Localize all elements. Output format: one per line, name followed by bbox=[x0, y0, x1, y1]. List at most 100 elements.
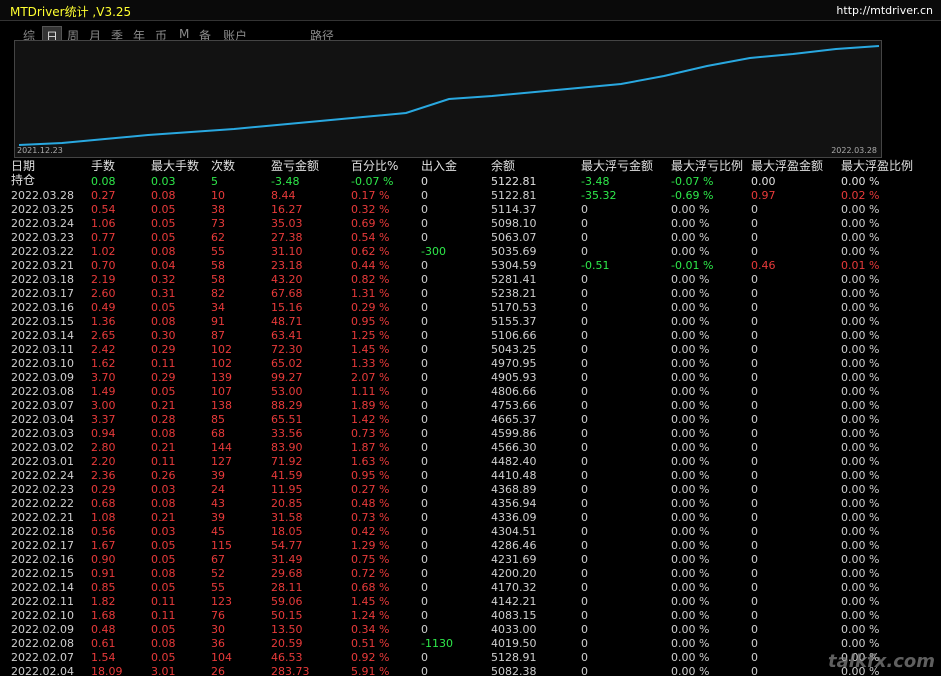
table-cell: 0 bbox=[751, 231, 758, 244]
table-cell: 0.00 % bbox=[841, 441, 880, 454]
title-bar: MTDriver统计 ,V3.25 http://mtdriver.cn bbox=[0, 0, 941, 21]
table-cell: 0.11 bbox=[151, 357, 176, 370]
table-cell: 0.00 % bbox=[841, 455, 880, 468]
table-cell: 0.08 bbox=[151, 567, 176, 580]
table-cell: 39 bbox=[211, 511, 225, 524]
table-cell: 2.19 bbox=[91, 273, 116, 286]
table-cell: 73 bbox=[211, 217, 225, 230]
holding-cell: 5122.81 bbox=[491, 175, 537, 188]
table-cell: 0.08 bbox=[151, 245, 176, 258]
table-cell: 0.90 bbox=[91, 553, 116, 566]
table-cell: 0.00 % bbox=[671, 245, 710, 258]
table-cell: 0 bbox=[581, 399, 588, 412]
holding-cell: 0 bbox=[421, 175, 428, 188]
table-cell: 5063.07 bbox=[491, 231, 537, 244]
table-cell: 2022.03.11 bbox=[11, 343, 74, 356]
table-cell: 5106.66 bbox=[491, 329, 537, 342]
table-cell: 0.05 bbox=[151, 623, 176, 636]
table-cell: 0.05 bbox=[151, 301, 176, 314]
table-cell: 0 bbox=[421, 469, 428, 482]
table-cell: 0.00 % bbox=[671, 637, 710, 650]
table-cell: 0.00 % bbox=[671, 413, 710, 426]
table-cell: 0 bbox=[581, 231, 588, 244]
tab[interactable]: 路径 bbox=[310, 29, 335, 43]
table-cell: 0.95 % bbox=[351, 315, 390, 328]
tab[interactable]: 综 bbox=[23, 29, 36, 43]
table-cell: 0.00 % bbox=[671, 483, 710, 496]
tab[interactable]: 账户 bbox=[223, 29, 248, 43]
table-cell: 0.00 % bbox=[671, 371, 710, 384]
table-cell: 0 bbox=[751, 357, 758, 370]
table-cell: 1.62 bbox=[91, 357, 116, 370]
end-date: 2022.03.28 bbox=[831, 146, 877, 155]
table-cell: 0 bbox=[751, 553, 758, 566]
table-cell: 0 bbox=[751, 413, 758, 426]
table-cell: 0.00 % bbox=[671, 385, 710, 398]
table-cell: 1.42 % bbox=[351, 413, 390, 426]
table-cell: 4200.20 bbox=[491, 567, 537, 580]
table-cell: 2022.03.01 bbox=[11, 455, 74, 468]
table-cell: 1.67 bbox=[91, 539, 116, 552]
table-cell: 0 bbox=[581, 511, 588, 524]
tab[interactable]: M bbox=[179, 27, 190, 41]
column-header: 盈亏金额 bbox=[271, 159, 320, 173]
table-cell: 0.00 % bbox=[671, 511, 710, 524]
table-cell: 52 bbox=[211, 567, 225, 580]
tab[interactable]: 备 bbox=[199, 29, 212, 43]
table-cell: 0.08 bbox=[151, 637, 176, 650]
table-cell: 0.62 % bbox=[351, 245, 390, 258]
tab[interactable]: 币 bbox=[155, 29, 168, 43]
table-cell: 0.30 bbox=[151, 329, 176, 342]
table-cell: 18.09 bbox=[91, 665, 123, 676]
table-cell: 0 bbox=[581, 469, 588, 482]
table-cell: 0 bbox=[581, 609, 588, 622]
table-cell: 0.27 % bbox=[351, 483, 390, 496]
table-cell: 15.16 bbox=[271, 301, 303, 314]
table-cell: 3.70 bbox=[91, 371, 116, 384]
tab[interactable]: 月 bbox=[89, 29, 102, 43]
table-cell: 0.21 bbox=[151, 441, 176, 454]
table-cell: 4142.21 bbox=[491, 595, 537, 608]
table-cell: 0.00 % bbox=[841, 539, 880, 552]
table-cell: 2.60 bbox=[91, 287, 116, 300]
table-cell: 0 bbox=[751, 343, 758, 356]
table-cell: 0 bbox=[421, 371, 428, 384]
table-cell: 67 bbox=[211, 553, 225, 566]
table-cell: 0.00 % bbox=[671, 217, 710, 230]
table-cell: 0 bbox=[751, 301, 758, 314]
table-cell: -1130 bbox=[421, 637, 453, 650]
tab[interactable]: 周 bbox=[67, 29, 80, 43]
table-cell: 2.36 bbox=[91, 469, 116, 482]
table-cell: 0.00 % bbox=[841, 385, 880, 398]
table-cell: 1.11 % bbox=[351, 385, 390, 398]
table-cell: 20.59 bbox=[271, 637, 303, 650]
tab[interactable]: 年 bbox=[133, 29, 146, 43]
table-cell: 1.31 % bbox=[351, 287, 390, 300]
table-cell: 5128.91 bbox=[491, 651, 537, 664]
table-cell: 0 bbox=[421, 189, 428, 202]
table-cell: 0.01 % bbox=[841, 259, 880, 272]
table-cell: 1.33 % bbox=[351, 357, 390, 370]
table-cell: 0.04 bbox=[151, 259, 176, 272]
column-header: 余额 bbox=[491, 159, 516, 173]
table-cell: 0.00 % bbox=[671, 399, 710, 412]
table-cell: 0.82 % bbox=[351, 273, 390, 286]
table-cell: 0.03 bbox=[151, 483, 176, 496]
table-cell: 0.00 % bbox=[671, 455, 710, 468]
table-cell: 0 bbox=[751, 595, 758, 608]
site-link[interactable]: http://mtdriver.cn bbox=[836, 4, 933, 17]
tab[interactable]: 季 bbox=[111, 29, 124, 43]
holding-cell: -0.07 % bbox=[351, 175, 394, 188]
table-cell: 0.11 bbox=[151, 595, 176, 608]
table-cell: 0 bbox=[421, 301, 428, 314]
table-cell: 0.72 % bbox=[351, 567, 390, 580]
table-cell: 0.00 % bbox=[671, 651, 710, 664]
table-cell: 2.07 % bbox=[351, 371, 390, 384]
table-cell: 5155.37 bbox=[491, 315, 537, 328]
table-cell: -35.32 bbox=[581, 189, 617, 202]
table-cell: 0.97 bbox=[751, 189, 776, 202]
table-cell: 0.73 % bbox=[351, 511, 390, 524]
table-cell: 0 bbox=[751, 245, 758, 258]
table-cell: 0.00 % bbox=[671, 595, 710, 608]
table-cell: 4286.46 bbox=[491, 539, 537, 552]
